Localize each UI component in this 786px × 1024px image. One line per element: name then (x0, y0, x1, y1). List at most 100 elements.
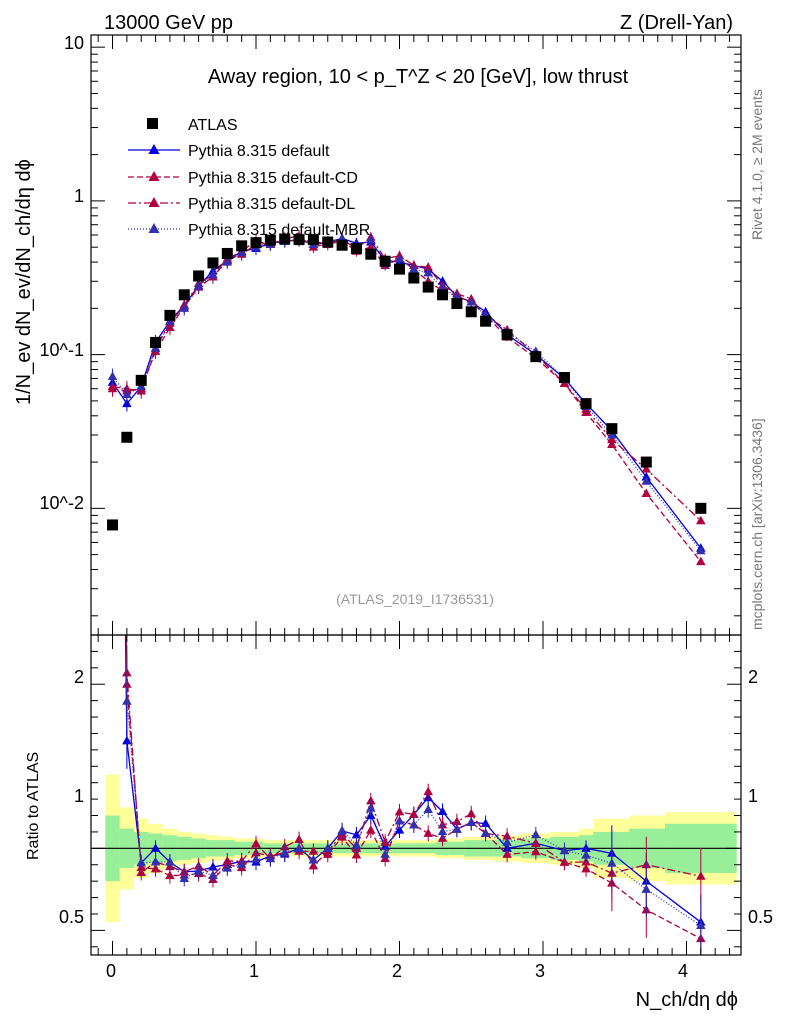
ratio-point (423, 828, 433, 837)
y-tick-label-1: 1 (74, 186, 84, 206)
ratio-y-ticks (91, 634, 741, 948)
data-point-atlas (193, 270, 205, 282)
y-tick-label-0p1-text: 10^-1 (40, 340, 84, 360)
ratio-point (641, 884, 652, 893)
series-point (452, 291, 462, 300)
data-point-atlas (393, 263, 405, 275)
ratio-tick-label-1-right: 1 (748, 786, 758, 806)
ratio-line-3 (125, 635, 702, 927)
ratio-tick-label-1-left: 1 (74, 786, 84, 806)
ratio-tick-label-2-right: 2 (748, 667, 758, 687)
series-point (696, 515, 706, 525)
series-point (107, 371, 118, 381)
data-point-atlas (408, 272, 420, 284)
series-point (107, 381, 118, 391)
data-point-atlas (437, 289, 449, 301)
ratio-point (394, 825, 405, 834)
series-point (607, 430, 617, 439)
data-point-atlas (422, 281, 434, 293)
x-tick-label-3: 3 (535, 961, 545, 981)
series-point (394, 253, 405, 263)
y-tick-label-10: 10 (64, 33, 84, 53)
series-point (193, 280, 204, 290)
header-left: 13000 GeV pp (104, 12, 233, 34)
ratio-point (308, 846, 319, 855)
data-point-atlas (501, 329, 513, 341)
legend-label-dl: Pythia 8.315 default-DL (188, 196, 355, 213)
main-x-ticks (97, 35, 731, 635)
ratio-point (452, 816, 462, 826)
data-point-atlas (250, 237, 262, 249)
ratio-tick-label-05-right: 0.5 (748, 907, 773, 927)
ratio-point (559, 845, 570, 855)
series-point (696, 545, 706, 555)
data-point-atlas (121, 431, 133, 443)
legend: ATLAS Pythia 8.315 default Pythia 8.315 … (128, 117, 370, 239)
ratio-frame (90, 634, 742, 956)
ratio-point (380, 837, 390, 846)
chart-title: Away region, 10 < p_T^Z < 20 [GeV], low … (208, 66, 629, 88)
series-point (222, 257, 233, 266)
data-point-atlas (207, 257, 219, 269)
ratio-point (150, 843, 161, 852)
ratio-point (351, 839, 362, 849)
ratio-point (208, 862, 218, 871)
ratio-point (222, 863, 233, 872)
ratio-point (150, 857, 161, 866)
x-axis-label: N_ch/dη dϕ (636, 989, 738, 1011)
ratio-point (122, 696, 132, 705)
series-point (641, 464, 652, 473)
ratio-point (351, 829, 362, 839)
data-point-atlas (150, 336, 162, 348)
series-line-2 (112, 235, 702, 522)
ratio-point (696, 920, 706, 929)
series-point (122, 389, 132, 399)
ratio-point (251, 854, 261, 863)
data-point-atlas (640, 456, 652, 468)
data-point-atlas (480, 315, 492, 327)
data-point-atlas (580, 398, 592, 410)
x-tick-label-2: 2 (392, 961, 402, 981)
series-point (641, 471, 652, 481)
data-point-atlas (559, 371, 571, 383)
data-point-atlas (178, 289, 190, 301)
ratio-point (193, 866, 204, 875)
legend-label-default: Pythia 8.315 default (188, 143, 330, 160)
ratio-point (696, 871, 706, 880)
data-point-atlas (264, 234, 276, 246)
series-point (641, 488, 652, 497)
ratio-tick-label-2-left: 2 (74, 667, 84, 687)
series-point (696, 556, 706, 566)
ratio-point (531, 829, 541, 839)
data-point-atlas (107, 519, 119, 531)
series-point (607, 434, 617, 444)
ratio-point (452, 824, 462, 833)
ratio-line-0 (124, 635, 702, 923)
data-point-atlas (451, 298, 463, 310)
ratio-point (466, 817, 476, 826)
ratio-point (179, 873, 190, 882)
legend-marker-atlas (147, 118, 158, 129)
legend-marker-default (148, 144, 160, 154)
series-point (366, 234, 376, 244)
ratio-line-1 (125, 635, 702, 940)
ratio-point (136, 867, 146, 876)
legend-label-atlas: ATLAS (188, 117, 238, 134)
data-point-atlas (307, 234, 319, 246)
ratio-point (236, 859, 247, 868)
ratio-x-ticks (97, 635, 731, 955)
series-point (179, 303, 190, 312)
x-tick-label-1: 1 (249, 961, 259, 981)
data-point-atlas (606, 423, 618, 435)
y-tick-label-0p01: 10^-2 (40, 493, 84, 513)
ratio-point (366, 795, 376, 805)
ratio-point (423, 786, 433, 796)
series-point (236, 247, 247, 257)
ratio-point (409, 819, 419, 829)
watermark: (ATLAS_2019_I1736531) (336, 591, 494, 607)
data-point-atlas (465, 306, 477, 318)
x-tick-label-0: 0 (106, 961, 116, 981)
data-point-atlas (695, 502, 707, 514)
ratio-point (607, 858, 617, 867)
ratio-point (279, 847, 290, 857)
